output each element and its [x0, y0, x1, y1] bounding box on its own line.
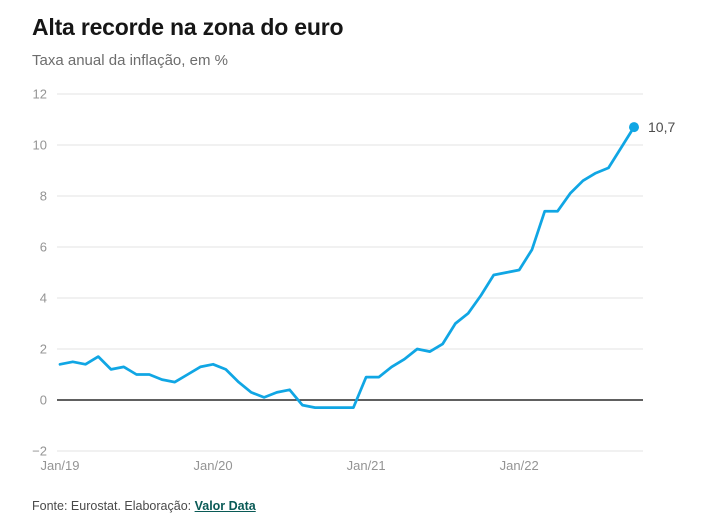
y-axis-tick-label: 0 [40, 393, 47, 408]
last-value-label: 10,7 [648, 119, 675, 135]
y-axis-tick-label: 12 [33, 87, 47, 102]
valor-data-link[interactable]: Valor Data [194, 499, 256, 513]
page-title: Alta recorde na zona do euro [32, 14, 344, 40]
y-axis-tick-label: 6 [40, 240, 47, 255]
y-axis-tick-label: 8 [40, 189, 47, 204]
y-axis-tick-label: 4 [40, 291, 47, 306]
last-point-marker [629, 122, 639, 133]
source-note: Fonte: Eurostat. Elaboração: Valor Data [32, 499, 256, 513]
x-axis-tick-label: Jan/20 [194, 458, 233, 473]
x-axis-tick-label: Jan/22 [500, 458, 539, 473]
x-axis-tick-label: Jan/19 [40, 458, 79, 473]
source-prefix: Fonte: Eurostat. Elaboração: [32, 499, 195, 513]
y-axis-tick-label: 10 [33, 138, 47, 153]
inflation-line [58, 125, 636, 409]
chart-subtitle: Taxa anual da inflação, em % [32, 52, 228, 69]
x-axis-tick-label: Jan/21 [347, 458, 386, 473]
y-axis-tick-label: 2 [40, 342, 47, 357]
y-axis-tick-label: −2 [32, 444, 47, 459]
